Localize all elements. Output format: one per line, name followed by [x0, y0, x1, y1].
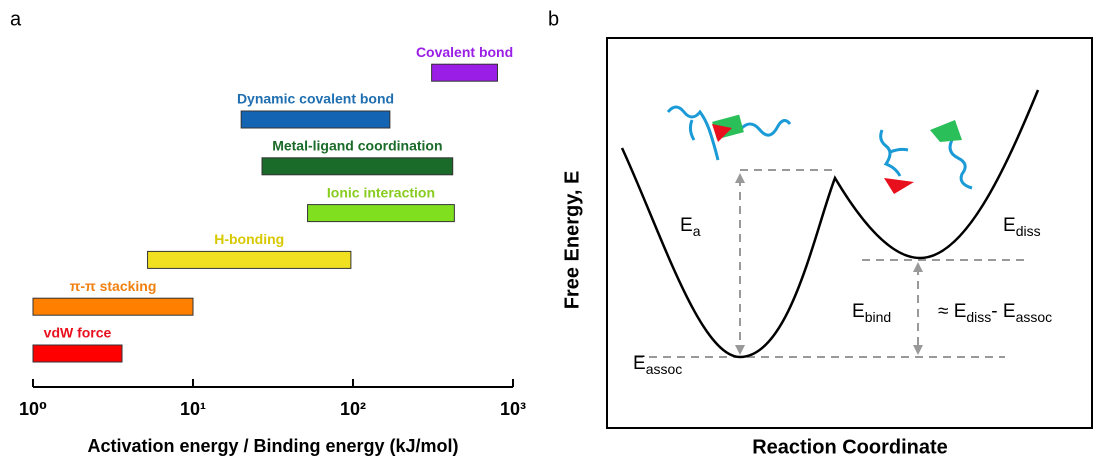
bar	[431, 63, 498, 82]
molecule-bound	[666, 105, 792, 161]
annotation: Ediss	[1003, 215, 1041, 239]
panel-label: b	[548, 8, 559, 30]
bar	[32, 297, 194, 316]
energy-curve	[620, 89, 1040, 359]
bar	[32, 344, 123, 363]
bar-label: Ionic interaction	[327, 184, 435, 200]
annotation: Ebind	[852, 301, 891, 325]
panel-label: a	[10, 8, 22, 30]
frame	[606, 37, 1093, 429]
bar-label: π-π stacking	[70, 278, 157, 294]
subscript: diss	[966, 309, 991, 325]
bar	[261, 157, 454, 176]
panel-a: a Activation energy / Binding energy (kJ…	[10, 8, 526, 455]
subscript: a	[693, 223, 701, 239]
text: E	[680, 215, 693, 236]
bar	[147, 250, 352, 269]
bar-label: vdW force	[44, 325, 112, 341]
bar	[307, 204, 455, 223]
text: E	[633, 353, 646, 374]
subscript: bind	[865, 309, 891, 325]
x-tick-label: 10²	[340, 399, 366, 419]
x-tick-label: 10⁰	[19, 399, 47, 419]
text: E	[852, 301, 865, 322]
annotation: Ea	[680, 215, 701, 239]
x-tick-label: 10³	[500, 399, 526, 419]
bar-label: Covalent bond	[416, 44, 513, 60]
bar-label: Dynamic covalent bond	[237, 91, 394, 107]
panel-b: b Free Energy, E Reaction Coordinate Ea …	[548, 8, 1093, 458]
molecule-free	[879, 120, 973, 194]
annotation: ≈ Ediss- Eassoc	[938, 301, 1052, 325]
bar-label: H-bonding	[214, 231, 284, 247]
text: ≈ E	[938, 301, 966, 322]
x-axis-label: Reaction Coordinate	[752, 436, 948, 458]
x-tick-label: 10¹	[180, 399, 206, 419]
subscript: assoc	[1016, 309, 1053, 325]
text: - E	[991, 301, 1015, 322]
subscript: assoc	[646, 361, 683, 377]
bar	[240, 110, 391, 129]
y-axis-label: Free Energy, E	[561, 171, 583, 310]
annotation: Eassoc	[633, 353, 682, 377]
x-axis-label: Activation energy / Binding energy (kJ/m…	[87, 436, 458, 456]
text: E	[1003, 215, 1016, 236]
bar-label: Metal-ligand coordination	[272, 138, 442, 154]
subscript: diss	[1016, 223, 1041, 239]
